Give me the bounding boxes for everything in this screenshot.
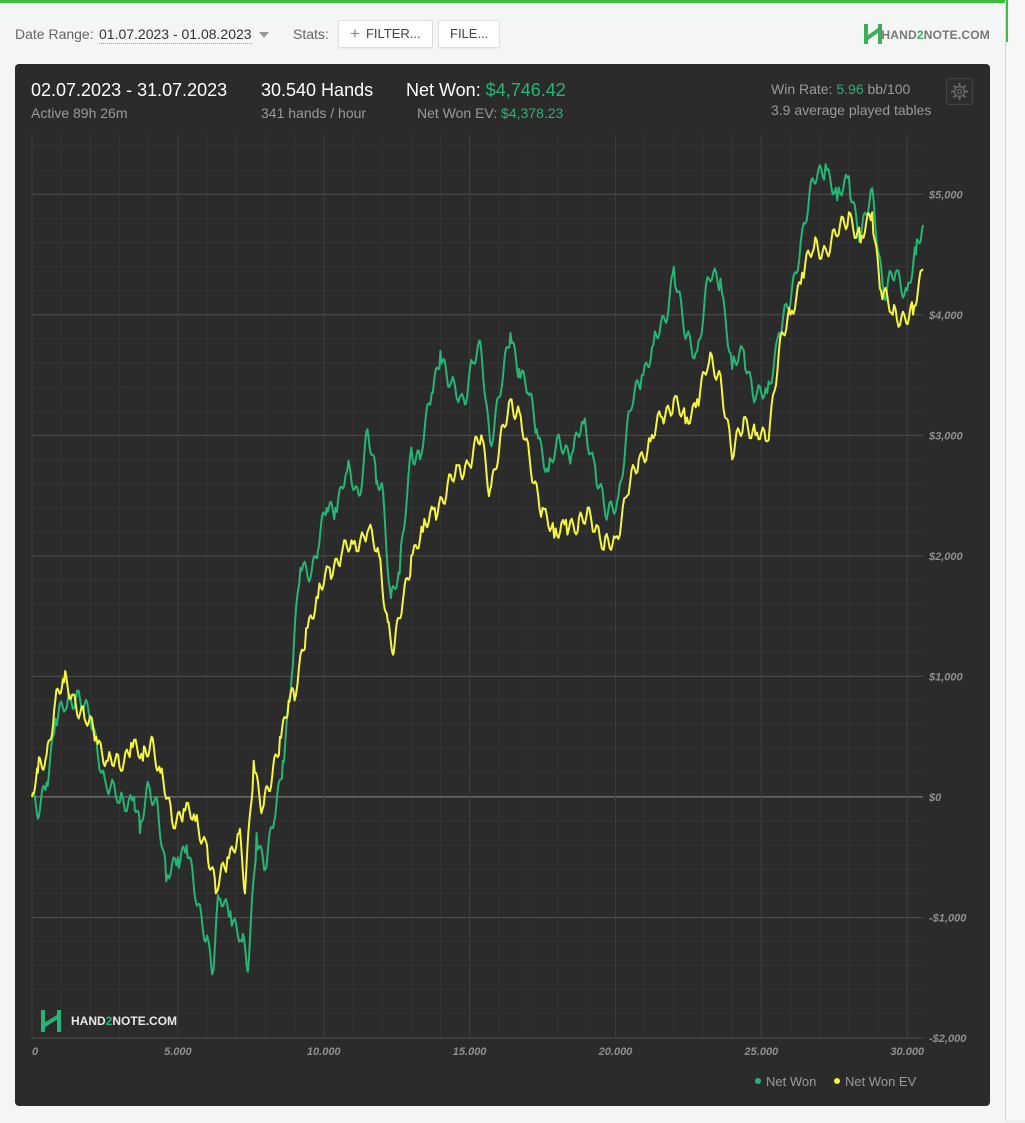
x-axis-labels: 0 5.000 10.000 15.000 20.000 25.000 30.000 — [32, 1046, 925, 1058]
legend-label-net-won-ev: Net Won EV — [844, 1074, 917, 1089]
x-tick-label: 10.000 — [307, 1046, 342, 1058]
x-tick-label: 25.000 — [744, 1046, 780, 1058]
summary-win-rate: Win Rate: 5.96 bb/100 — [771, 81, 911, 97]
x-tick-label: 30.000 — [890, 1046, 925, 1058]
net-won-ev-value: $4,378.23 — [501, 105, 564, 121]
date-range-picker[interactable]: 01.07.2023 - 01.08.2023 — [99, 26, 252, 44]
scrollbar-area[interactable] — [1005, 0, 1025, 1120]
legend-dot — [833, 1078, 840, 1084]
stats-label: Stats: — [293, 26, 329, 42]
y-tick-label: $0 — [928, 792, 942, 804]
x-tick-label: 0 — [32, 1046, 39, 1058]
summary-net-won-ev: Net Won EV: $4,378.23 — [417, 105, 564, 121]
net-won-value: $4,746.42 — [485, 80, 566, 100]
summary-hands: 30.540 Hands — [261, 80, 374, 100]
series-line-net-won — [31, 163, 924, 976]
brand-logo-text: HAND2NOTE.COM — [881, 28, 990, 42]
logo-h-icon — [864, 24, 882, 44]
legend-item-net-won[interactable]: Net Won — [755, 1074, 816, 1089]
chart-legend: Net Won Net Won EV — [755, 1074, 930, 1089]
summary-active-time: Active 89h 26m — [31, 105, 128, 121]
summary-period: 02.07.2023 - 31.07.2023 — [31, 80, 228, 100]
summary-tables: 3.9 average played tables — [771, 102, 932, 118]
summary-net-won: Net Won: $4,746.42 — [406, 80, 566, 100]
y-tick-label: $4,000 — [928, 310, 964, 322]
y-tick-label: -$1,000 — [929, 912, 967, 924]
profit-graph[interactable]: -$2,000 -$1,000 $0 $1,000 $2,000 $3,000 $4,000… — [15, 64, 990, 1106]
file-button-label: FILE... — [450, 26, 489, 41]
graph-panel: 02.07.2023 - 31.07.2023 Active 89h 26m 3… — [15, 64, 990, 1106]
chevron-down-icon[interactable] — [259, 32, 269, 38]
filter-button-label: FILTER... — [365, 26, 421, 41]
brand-logo[interactable]: HAND2NOTE.COM — [863, 22, 990, 46]
legend-label-net-won: Net Won — [766, 1074, 817, 1089]
y-axis-labels: -$2,000 -$1,000 $0 $1,000 $2,000 $3,000 $4,000… — [928, 189, 967, 1045]
grid-major — [31, 134, 923, 1039]
y-tick-label: $2,000 — [928, 551, 964, 563]
logo-h-icon — [41, 1010, 61, 1032]
settings-button[interactable] — [946, 78, 973, 105]
filter-button[interactable]: + FILTER... — [338, 20, 433, 48]
grid-minor — [31, 134, 923, 1039]
y-tick-label: $3,000 — [928, 430, 964, 442]
legend-item-net-won-ev[interactable]: Net Won EV — [833, 1074, 917, 1089]
gear-icon — [951, 83, 968, 100]
y-tick-label: $1,000 — [928, 671, 964, 683]
file-button[interactable]: FILE... — [438, 20, 501, 48]
summary-hands-per-hour: 341 hands / hour — [261, 105, 367, 121]
x-tick-label: 15.000 — [453, 1046, 488, 1058]
series-line-net-won-ev — [31, 211, 924, 895]
date-range-label: Date Range: — [15, 26, 94, 42]
y-tick-label: -$2,000 — [929, 1033, 967, 1045]
series-lines — [31, 163, 924, 976]
watermark-text: HAND2NOTE.COM — [71, 1014, 178, 1028]
plus-icon: + — [350, 24, 360, 43]
y-tick-label: $5,000 — [928, 189, 964, 201]
win-rate-value: 5.96 — [836, 81, 864, 97]
x-tick-label: 5.000 — [164, 1046, 192, 1058]
legend-dot — [755, 1078, 761, 1084]
toolbar: Date Range: 01.07.2023 - 01.08.2023 Stat… — [15, 17, 990, 51]
x-tick-label: 20.000 — [598, 1046, 634, 1058]
